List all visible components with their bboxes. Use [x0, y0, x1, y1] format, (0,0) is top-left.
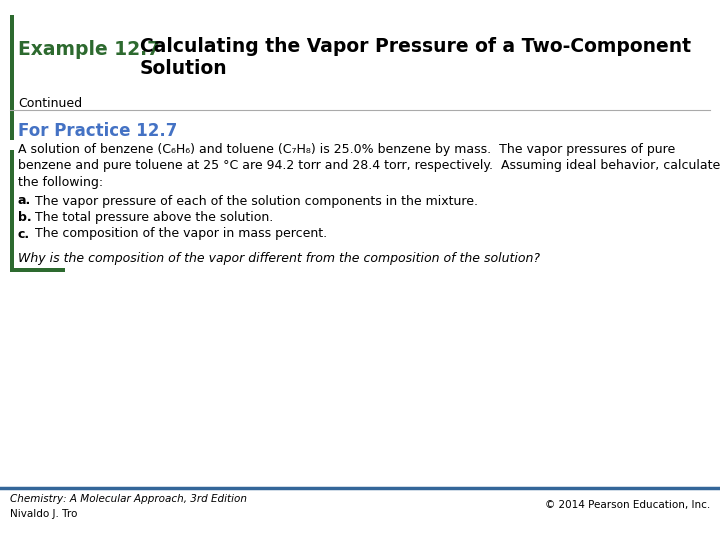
Text: Chemistry: A Molecular Approach, 3rd Edition: Chemistry: A Molecular Approach, 3rd Edi…	[10, 494, 247, 504]
Text: Example 12.7: Example 12.7	[18, 40, 160, 59]
Text: Continued: Continued	[18, 97, 82, 110]
Bar	[10, 268, 65, 272]
Text: Why is the composition of the vapor different from the composition of the soluti: Why is the composition of the vapor diff…	[18, 252, 540, 265]
Text: b.: b.	[18, 211, 32, 224]
Text: c.: c.	[18, 227, 30, 240]
Bar	[10, 150, 14, 270]
Text: A solution of benzene (C₆H₆) and toluene (C₇H₈) is 25.0% benzene by mass.  The v: A solution of benzene (C₆H₆) and toluene…	[18, 143, 675, 156]
Text: Calculating the Vapor Pressure of a Two-Component: Calculating the Vapor Pressure of a Two-…	[140, 37, 691, 56]
Bar	[10, 15, 14, 140]
Text: Solution: Solution	[140, 59, 228, 78]
Text: Nivaldo J. Tro: Nivaldo J. Tro	[10, 509, 77, 519]
Text: © 2014 Pearson Education, Inc.: © 2014 Pearson Education, Inc.	[545, 500, 710, 510]
Text: The composition of the vapor in mass percent.: The composition of the vapor in mass per…	[35, 227, 327, 240]
Text: benzene and pure toluene at 25 °C are 94.2 torr and 28.4 torr, respectively.  As: benzene and pure toluene at 25 °C are 94…	[18, 159, 720, 172]
Text: The total pressure above the solution.: The total pressure above the solution.	[35, 211, 274, 224]
Text: the following:: the following:	[18, 176, 103, 189]
Text: The vapor pressure of each of the solution components in the mixture.: The vapor pressure of each of the soluti…	[35, 194, 478, 207]
Text: For Practice 12.7: For Practice 12.7	[18, 122, 177, 140]
Text: a.: a.	[18, 194, 31, 207]
